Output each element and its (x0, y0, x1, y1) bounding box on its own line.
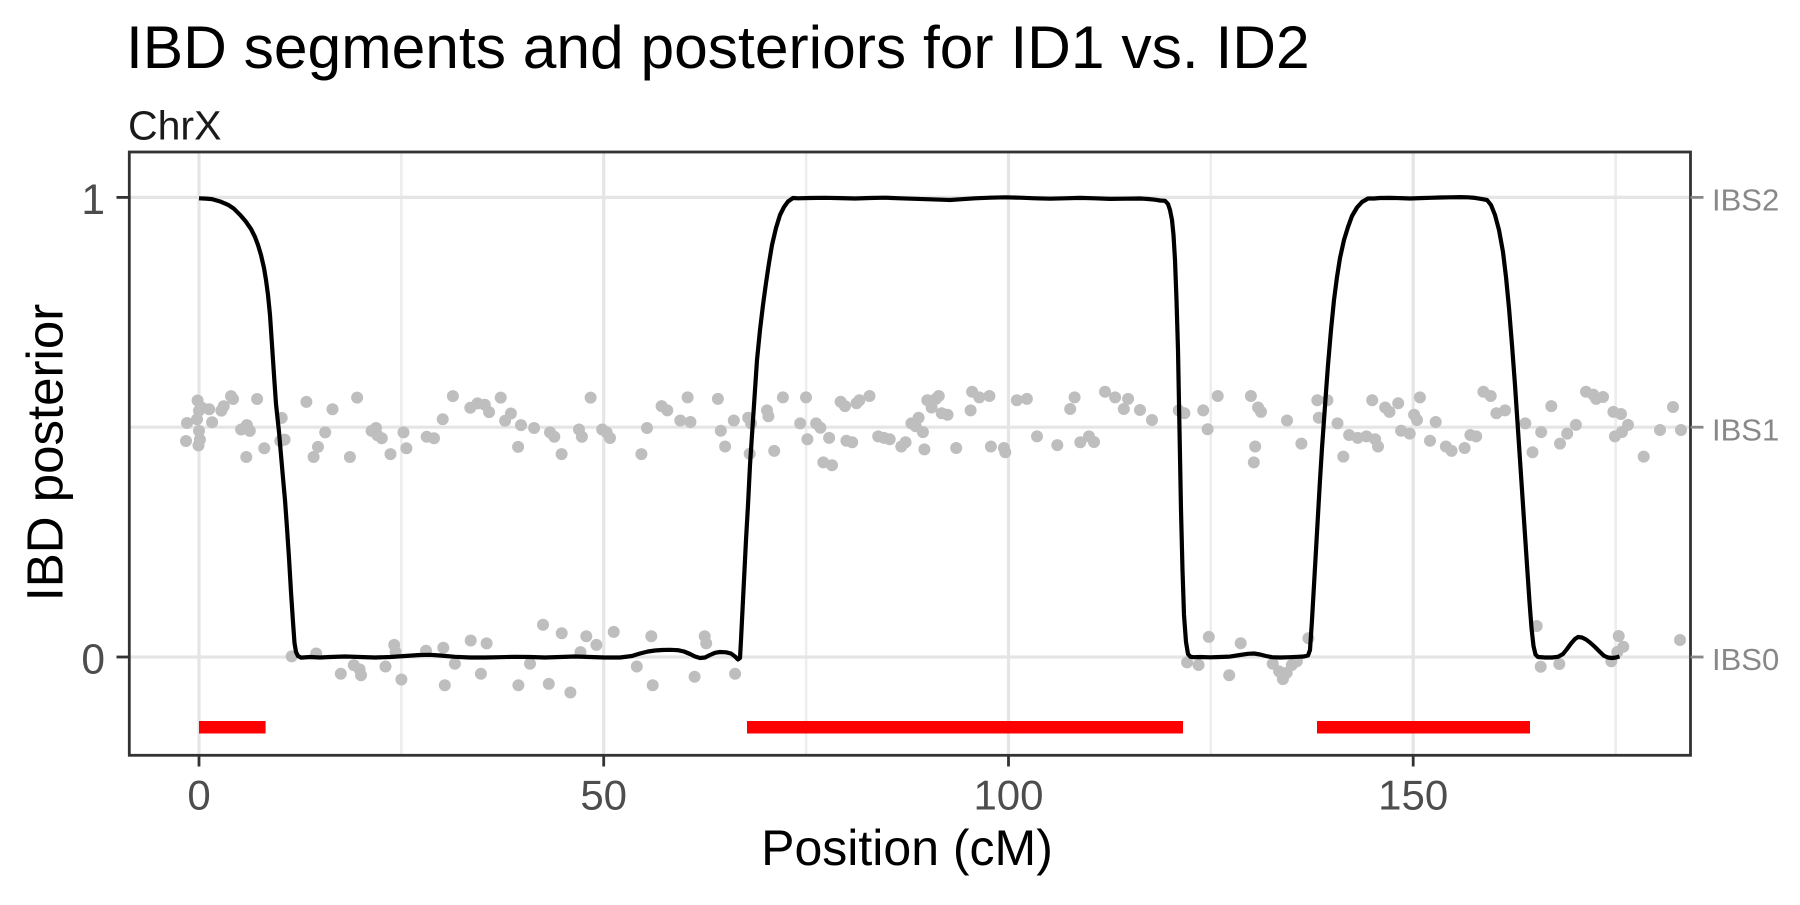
svg-text:IBD posterior: IBD posterior (17, 304, 74, 602)
svg-text:50: 50 (580, 772, 627, 819)
svg-text:IBS2: IBS2 (1712, 183, 1779, 218)
svg-text:150: 150 (1378, 772, 1448, 819)
svg-text:100: 100 (973, 772, 1043, 819)
svg-text:0: 0 (187, 772, 210, 819)
svg-text:IBS0: IBS0 (1712, 642, 1779, 677)
svg-text:0: 0 (81, 637, 105, 684)
svg-text:ChrX: ChrX (128, 103, 221, 149)
svg-text:IBS1: IBS1 (1712, 412, 1779, 447)
svg-text:IBD segments and posteriors fo: IBD segments and posteriors for ID1 vs. … (126, 13, 1310, 81)
svg-text:1: 1 (81, 177, 105, 224)
svg-text:Position (cM): Position (cM) (761, 820, 1053, 876)
